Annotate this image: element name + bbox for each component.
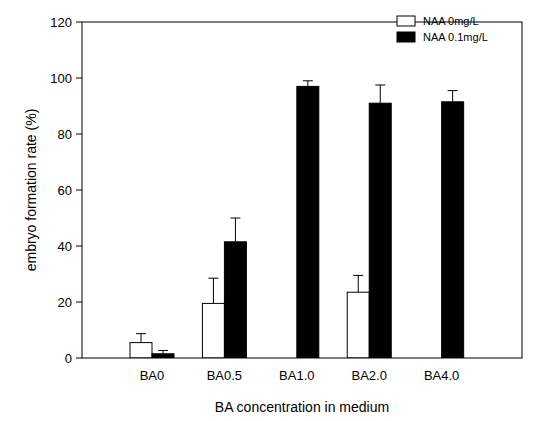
error-cap [158, 350, 168, 351]
plot-frame [82, 22, 522, 358]
legend-label: NAA 0mg/L [423, 15, 479, 27]
x-tick-label: BA4.0 [424, 368, 459, 383]
x-tick-label: BA1.0 [279, 368, 314, 383]
y-tick [76, 134, 82, 135]
chart: 0 20 40 60 80 100 120 BA0 BA0.5 BA1.0 BA2.0 BA4.0 BA… [0, 0, 544, 421]
legend-swatch [397, 32, 415, 42]
error-bar [448, 91, 458, 102]
y-tick [76, 78, 82, 79]
x-tick-label: BA0 [140, 368, 165, 383]
error-line [163, 350, 164, 353]
x-axis-label: BA concentration in medium [215, 399, 389, 415]
bar [224, 242, 246, 358]
y-tick-label: 20 [58, 295, 72, 310]
y-tick [76, 190, 82, 191]
error-bar [303, 81, 313, 87]
y-tick-label: 100 [50, 71, 72, 86]
error-cap [448, 90, 458, 91]
y-axis-label: embryo formation rate (%) [23, 109, 39, 272]
x-tick-label: BA0.5 [207, 368, 242, 383]
y-tick-label: 120 [50, 15, 72, 30]
error-cap [230, 218, 240, 219]
y-tick-label: 0 [65, 351, 72, 366]
error-line [307, 81, 308, 87]
error-line [358, 275, 359, 292]
error-line [452, 91, 453, 102]
legend-swatch [397, 16, 415, 26]
error-bar [353, 275, 363, 292]
legend-label: NAA 0.1mg/L [423, 31, 488, 43]
error-line [235, 218, 236, 242]
bar [369, 103, 391, 358]
y-tick-label: 60 [58, 183, 72, 198]
y-tick-label: 40 [58, 239, 72, 254]
error-cap [136, 333, 146, 334]
error-line [380, 85, 381, 103]
bar [152, 354, 174, 358]
error-line [213, 278, 214, 303]
error-bar [136, 334, 146, 343]
bar [202, 303, 224, 358]
error-line [141, 334, 142, 343]
bar [347, 292, 369, 358]
error-cap [375, 85, 385, 86]
error-bar [208, 278, 218, 303]
error-bar [375, 85, 385, 103]
bar [442, 102, 464, 358]
error-cap [353, 275, 363, 276]
y-tick [76, 302, 82, 303]
y-tick [76, 358, 82, 359]
bars [130, 81, 464, 358]
x-tick-label: BA2.0 [352, 368, 387, 383]
error-cap [303, 80, 313, 81]
y-tick [76, 22, 82, 23]
error-bar [158, 350, 168, 353]
y-tick [76, 246, 82, 247]
bar [130, 343, 152, 358]
error-bar [230, 218, 240, 242]
bar [297, 86, 319, 358]
error-cap [208, 278, 218, 279]
y-tick-label: 80 [58, 127, 72, 142]
